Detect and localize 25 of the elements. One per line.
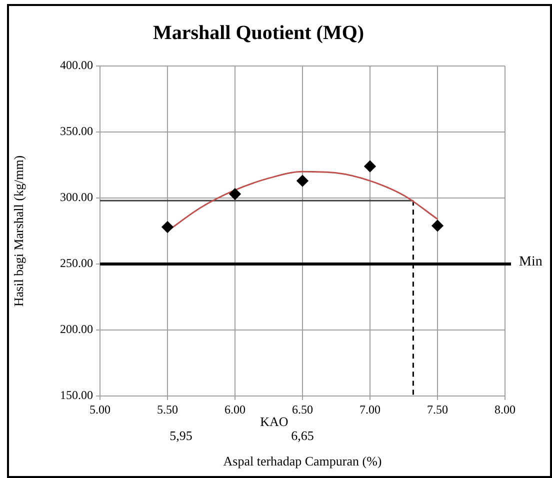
point	[229, 188, 241, 200]
x-tick-label: 5.50	[157, 402, 178, 416]
x-axis-title: Aspal terhadap Campuran (%)	[223, 454, 382, 469]
x-tick-label: 7.00	[360, 402, 380, 416]
x-tick-label: 6.00	[224, 402, 246, 416]
y-tick-label: 300.00	[60, 190, 93, 204]
y-axis-title: Hasil bagi Marshall (kg/mm)	[11, 155, 26, 307]
y-tick-label: 150.00	[60, 388, 93, 402]
ref-line-label: Min	[519, 254, 542, 270]
y-tick-label: 200.00	[60, 322, 93, 336]
point	[296, 175, 308, 187]
text: KAO	[260, 414, 288, 429]
x-tick-label: 7.50	[427, 402, 448, 416]
chart-title: Marshall Quotient (MQ)	[152, 22, 364, 44]
point	[162, 221, 174, 233]
x-tick-label: 8.00	[494, 402, 516, 416]
y-tick-label: 250.00	[60, 256, 93, 270]
text: 5,95	[170, 428, 192, 443]
text: 6,65	[291, 428, 314, 443]
y-tick-label: 350.00	[60, 124, 93, 138]
x-tick-label: 5.00	[90, 402, 110, 416]
y-tick-label: 400.00	[60, 58, 93, 72]
x-tick-label: 6.50	[292, 402, 313, 416]
point	[432, 220, 444, 232]
point	[364, 160, 376, 172]
